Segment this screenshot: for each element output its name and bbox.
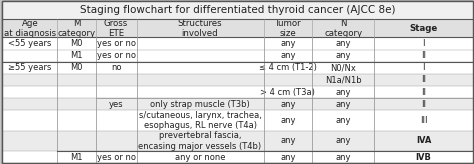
Text: prevertebral fascia,
encasing major vessels (T4b): prevertebral fascia, encasing major vess… — [138, 131, 262, 151]
Bar — [2, 151, 473, 163]
Bar — [2, 62, 473, 74]
Text: any: any — [336, 136, 351, 145]
Text: I: I — [422, 63, 425, 72]
Text: yes or no: yes or no — [97, 51, 136, 60]
Text: I: I — [422, 39, 425, 48]
Text: Gross
ETE: Gross ETE — [104, 19, 128, 38]
Bar — [2, 37, 473, 50]
Text: II: II — [421, 88, 426, 97]
Text: M0: M0 — [70, 63, 83, 72]
Text: yes or no: yes or no — [97, 153, 136, 162]
Text: Structures
involved: Structures involved — [178, 19, 222, 38]
Text: any: any — [336, 100, 351, 109]
Text: III: III — [420, 116, 428, 125]
Text: any: any — [280, 116, 296, 125]
Text: M1: M1 — [70, 153, 83, 162]
Text: yes or no: yes or no — [97, 39, 136, 48]
Text: N
category: N category — [324, 19, 362, 38]
Bar — [2, 98, 473, 110]
Text: > 4 cm (T3a): > 4 cm (T3a) — [260, 88, 315, 97]
Bar — [2, 86, 473, 98]
Text: II: II — [421, 100, 426, 109]
Text: any: any — [280, 51, 296, 60]
Text: any: any — [336, 116, 351, 125]
Text: any: any — [336, 51, 351, 60]
Text: no: no — [111, 63, 121, 72]
Text: IVB: IVB — [416, 153, 431, 162]
Text: any: any — [336, 153, 351, 162]
Bar — [2, 1, 473, 19]
Bar — [2, 50, 473, 62]
Bar — [2, 110, 473, 131]
Text: Age
at diagnosis: Age at diagnosis — [4, 19, 56, 38]
Text: any: any — [280, 136, 296, 145]
Text: M0: M0 — [70, 39, 83, 48]
Text: Stage: Stage — [410, 24, 438, 33]
Bar — [2, 19, 473, 37]
Text: Staging flowchart for differentiated thyroid cancer (AJCC 8e): Staging flowchart for differentiated thy… — [80, 5, 395, 15]
Text: yes: yes — [109, 100, 123, 109]
Text: any: any — [336, 88, 351, 97]
Text: M1: M1 — [70, 51, 83, 60]
Bar — [2, 131, 473, 151]
Text: only strap muscle (T3b): only strap muscle (T3b) — [150, 100, 250, 109]
Text: any or none: any or none — [175, 153, 225, 162]
Text: IVA: IVA — [416, 136, 431, 145]
Text: <55 years: <55 years — [8, 39, 52, 48]
Text: any: any — [280, 39, 296, 48]
Text: ≥55 years: ≥55 years — [8, 63, 52, 72]
Text: any: any — [280, 153, 296, 162]
Text: N1a/N1b: N1a/N1b — [325, 75, 362, 84]
Text: N0/Nx: N0/Nx — [330, 63, 356, 72]
Text: M
category: M category — [57, 19, 96, 38]
Text: any: any — [336, 39, 351, 48]
Bar — [2, 74, 473, 86]
Text: II: II — [421, 75, 426, 84]
Text: any: any — [280, 100, 296, 109]
Text: s/cutaneous, larynx, trachea,
esophagus, RL nerve (T4a): s/cutaneous, larynx, trachea, esophagus,… — [138, 111, 262, 130]
Text: II: II — [421, 51, 426, 60]
Text: ≤ 4 cm (T1-2): ≤ 4 cm (T1-2) — [259, 63, 317, 72]
Text: Tumor
size: Tumor size — [274, 19, 301, 38]
